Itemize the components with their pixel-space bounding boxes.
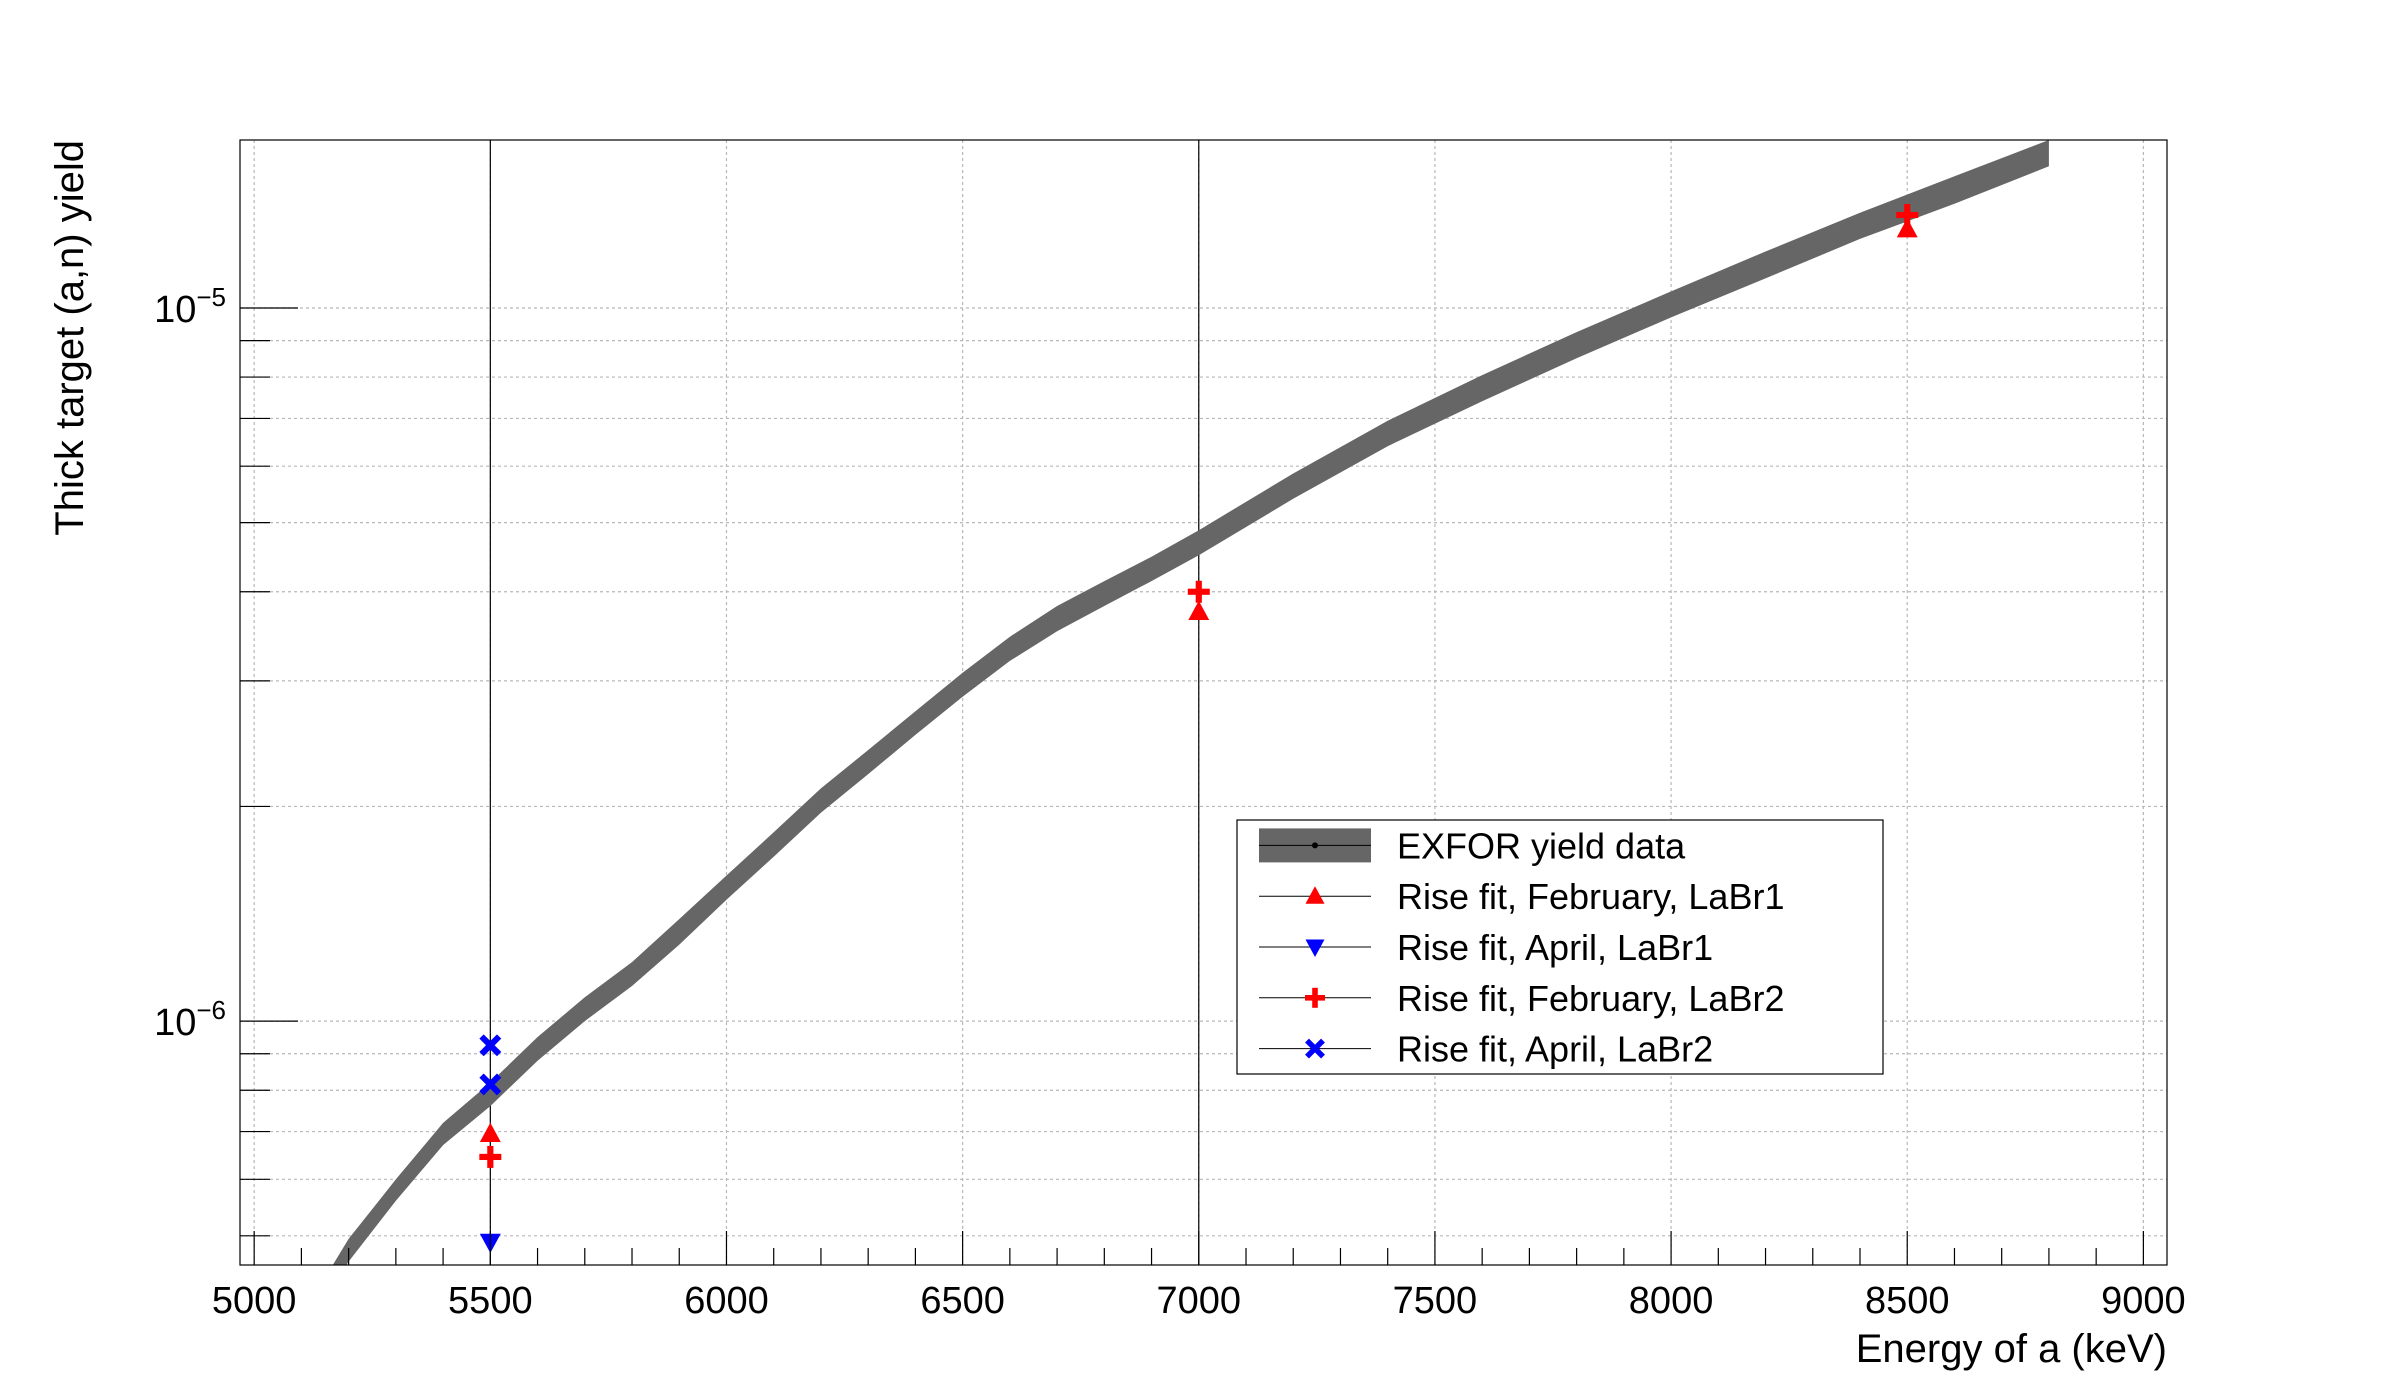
plot-frame (239, 139, 2168, 1266)
x-tick-label: 9000 (2101, 1280, 2186, 1322)
legend-entry: Rise fit, February, LaBr1 (1259, 876, 1784, 917)
legend-entry: Rise fit, February, LaBr2 (1259, 978, 1784, 1019)
x-tick-label: 5500 (448, 1280, 533, 1322)
y-tick-labels: 10−6 10−5 (154, 282, 226, 1044)
data-point (479, 1145, 502, 1168)
x-tick-label: 7000 (1157, 1280, 1242, 1322)
y-axis-label: Thick target (a,n) yield (48, 140, 92, 536)
x-tick-label: 6500 (920, 1280, 1005, 1322)
legend-label: Rise fit, February, LaBr1 (1397, 876, 1784, 917)
x-tick-label: 8500 (1865, 1280, 1950, 1322)
legend-marker (1305, 1038, 1325, 1059)
data-point (479, 1122, 501, 1143)
legend-marker (1305, 939, 1325, 957)
data-point (479, 1073, 502, 1096)
data-point (1896, 218, 1918, 238)
data-point (1187, 580, 1210, 603)
x-tick-label: 6000 (684, 1280, 769, 1322)
exfor-band-layer (332, 140, 2049, 1265)
data-point (1188, 600, 1210, 620)
data-point (479, 1034, 502, 1057)
data-point (1896, 204, 1919, 227)
legend-marker (1305, 886, 1325, 904)
legend-label: Rise fit, April, LaBr1 (1397, 927, 1713, 968)
legend-marker (1305, 987, 1325, 1008)
y-tick-label: 10−5 (154, 282, 226, 331)
legend-entry: Rise fit, April, LaBr2 (1259, 1029, 1713, 1070)
legend-label: Rise fit, February, LaBr2 (1397, 978, 1784, 1019)
y-tick-label: 10−6 (154, 995, 226, 1044)
x-tick-label: 8000 (1629, 1280, 1714, 1322)
exfor-band (332, 140, 2049, 1265)
legend: EXFOR yield data Rise fit, February, LaBr… (1236, 819, 1884, 1075)
legend-entry: Rise fit, April, LaBr1 (1259, 927, 1713, 968)
x-tick-label: 7500 (1393, 1280, 1478, 1322)
x-tick-labels: 5000 5500 6000 6500 7000 7500 8000 8500 9000 (212, 1280, 2186, 1322)
legend-label: EXFOR yield data (1397, 825, 1686, 866)
grid-lines (240, 140, 2167, 1265)
legend-entry: EXFOR yield data (1259, 825, 1686, 866)
legend-label: Rise fit, April, LaBr2 (1397, 1029, 1713, 1070)
x-tick-label: 5000 (212, 1280, 297, 1322)
reference-lines (489, 140, 1200, 1265)
x-axis-label: Energy of a (keV) (1856, 1327, 2167, 1371)
axis-ticks (240, 307, 2144, 1265)
